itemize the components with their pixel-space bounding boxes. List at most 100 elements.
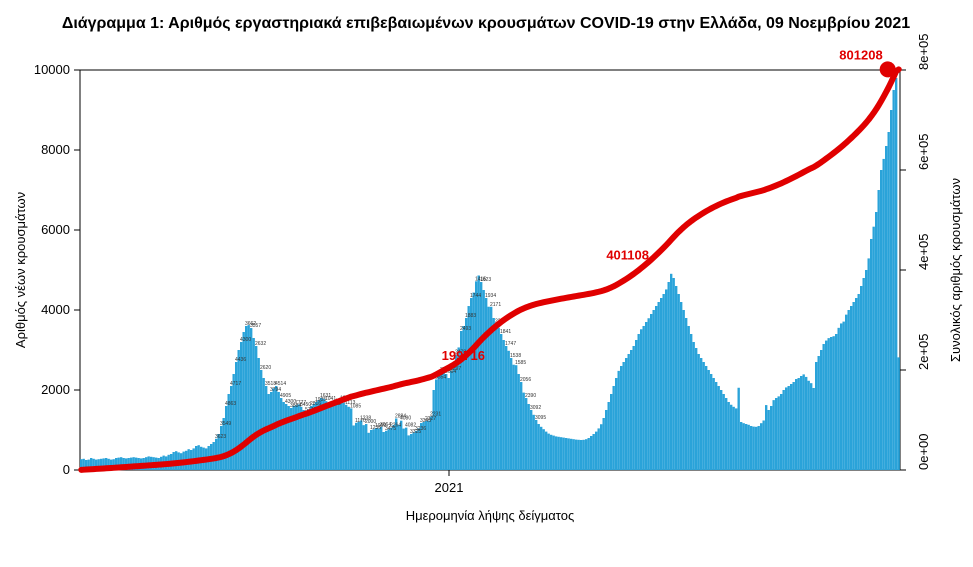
bar bbox=[500, 334, 502, 470]
y-right-tick: 0e+00 bbox=[916, 433, 931, 470]
bar bbox=[768, 410, 770, 470]
bar bbox=[365, 424, 367, 470]
bar bbox=[355, 423, 357, 470]
bar bbox=[550, 435, 552, 470]
bar bbox=[883, 159, 885, 470]
bar bbox=[823, 344, 825, 470]
bar-value-label: 1934 bbox=[485, 293, 496, 299]
bar bbox=[410, 434, 412, 470]
y-left-tick: 6000 bbox=[41, 222, 70, 237]
bar bbox=[765, 405, 767, 470]
bar bbox=[308, 409, 310, 470]
bar bbox=[783, 390, 785, 470]
bar bbox=[808, 381, 810, 470]
bar bbox=[435, 379, 437, 470]
bar bbox=[378, 428, 380, 470]
bar bbox=[450, 371, 452, 470]
bar bbox=[780, 394, 782, 470]
bar bbox=[383, 432, 385, 470]
bar-value-label: 4080 bbox=[400, 416, 411, 422]
bar bbox=[758, 426, 760, 470]
bar bbox=[255, 346, 257, 470]
bar bbox=[528, 404, 530, 470]
bar bbox=[305, 412, 307, 470]
bar bbox=[663, 294, 665, 470]
bar-value-label: 1538 bbox=[510, 353, 521, 359]
bar bbox=[835, 334, 837, 470]
bar bbox=[360, 420, 362, 470]
bar bbox=[645, 322, 647, 470]
bar bbox=[895, 78, 897, 470]
bar bbox=[495, 324, 497, 470]
bar bbox=[408, 435, 410, 470]
bar bbox=[443, 370, 445, 470]
bar bbox=[453, 366, 455, 470]
bar bbox=[340, 400, 342, 470]
bar bbox=[690, 334, 692, 470]
y-right-axis-label: Συνολικός αριθμός κρουσμάτων bbox=[948, 178, 963, 362]
bar bbox=[798, 378, 800, 470]
bar-value-label: 3557 bbox=[250, 323, 261, 329]
bar bbox=[825, 341, 827, 470]
bar-value-label: 3236 bbox=[415, 426, 426, 432]
bar bbox=[270, 392, 272, 470]
bar bbox=[875, 212, 877, 470]
bar bbox=[485, 298, 487, 470]
bar bbox=[858, 294, 860, 470]
bar bbox=[600, 424, 602, 470]
bar bbox=[465, 318, 467, 470]
bar bbox=[718, 386, 720, 470]
y-left-tick: 8000 bbox=[41, 142, 70, 157]
bar bbox=[638, 334, 640, 470]
bar-value-label: 4300 bbox=[240, 337, 251, 343]
bar bbox=[445, 374, 447, 470]
bar bbox=[665, 289, 667, 470]
bar-value-label: 2493 bbox=[460, 326, 471, 332]
y-right-tick: 8e+05 bbox=[916, 33, 931, 70]
y-left-tick: 4000 bbox=[41, 302, 70, 317]
bar bbox=[773, 400, 775, 470]
bar-value-label: 2056 bbox=[520, 377, 531, 383]
bar bbox=[248, 325, 250, 470]
bar bbox=[428, 421, 430, 470]
bar-value-label: 2231 bbox=[430, 411, 441, 417]
bar bbox=[278, 392, 280, 470]
bar bbox=[535, 420, 537, 470]
bar bbox=[338, 402, 340, 470]
bar bbox=[805, 377, 807, 470]
y-left-axis-label: Αριθμός νέων κρουσμάτων bbox=[13, 192, 28, 348]
bar bbox=[700, 358, 702, 470]
bar bbox=[740, 422, 742, 470]
bar bbox=[330, 406, 332, 470]
bar bbox=[733, 407, 735, 470]
bar bbox=[563, 438, 565, 470]
bar-value-label: 2264 bbox=[390, 423, 401, 429]
bar bbox=[368, 433, 370, 470]
bar bbox=[375, 428, 377, 470]
bar bbox=[385, 431, 387, 470]
bar bbox=[345, 405, 347, 470]
line-annotation: 801208 bbox=[839, 47, 882, 62]
bar-value-label: 2390 bbox=[525, 393, 536, 399]
bar bbox=[328, 404, 330, 470]
bar bbox=[820, 350, 822, 470]
bar bbox=[483, 290, 485, 470]
bar bbox=[618, 371, 620, 470]
bar bbox=[640, 329, 642, 470]
bar bbox=[480, 282, 482, 470]
bar bbox=[258, 358, 260, 470]
bar bbox=[795, 379, 797, 470]
bar bbox=[508, 351, 510, 470]
bar bbox=[800, 376, 802, 470]
bar bbox=[643, 326, 645, 470]
bar bbox=[723, 394, 725, 470]
y-left-tick: 2000 bbox=[41, 382, 70, 397]
bar bbox=[675, 286, 677, 470]
bar bbox=[430, 416, 432, 470]
bar bbox=[838, 328, 840, 470]
bar bbox=[233, 374, 235, 470]
bar bbox=[710, 374, 712, 470]
chart-container: Διάγραμμα 1: Αριθμός εργαστηριακά επιβεβ… bbox=[0, 0, 973, 567]
bar bbox=[448, 378, 450, 470]
bar bbox=[350, 408, 352, 470]
